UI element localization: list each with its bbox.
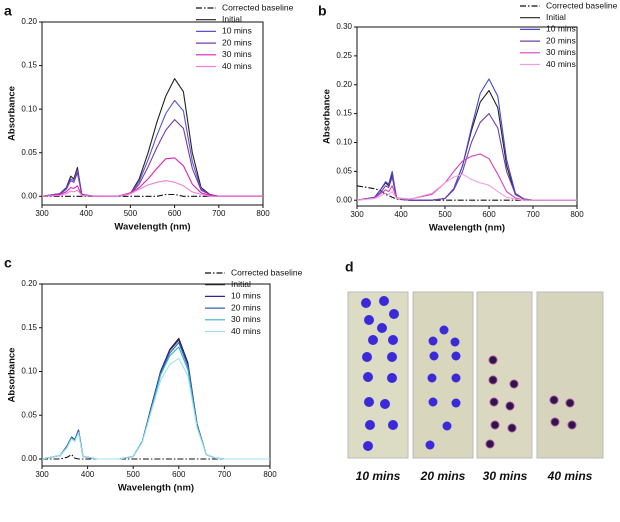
legend-label: 30 mins [231, 314, 261, 324]
y-axis-title: Absorbance [322, 89, 333, 144]
x-tick-label: 400 [81, 470, 95, 479]
y-tick-label: 0.10 [336, 138, 352, 147]
x-axis-title: Wavelength (nm) [118, 483, 194, 494]
legend-label: 10 mins [231, 291, 261, 301]
series-line [41, 99, 263, 197]
legend-label: 10 mins [222, 26, 252, 36]
photo-caption: 20 mins [420, 469, 466, 483]
legend-label: Initial [222, 14, 242, 24]
series-line [41, 119, 263, 197]
x-tick-label: 800 [570, 210, 584, 219]
series-line [42, 454, 270, 460]
series-line [356, 153, 577, 201]
panel: a 300 400 500 600 700 800 0.00 0.05 0.10 0.15 0.20 W… [4, 2, 294, 232]
y-tick-label: 0.10 [21, 104, 37, 113]
legend-label: 40 mins [231, 326, 261, 336]
panel-label: c [4, 255, 12, 271]
photo-caption: 30 mins [483, 469, 528, 483]
y-tick-label: 0.15 [21, 61, 37, 70]
panel-label: d [345, 259, 354, 275]
photo-strip [347, 291, 409, 459]
panel-label: b [318, 3, 327, 19]
x-axis-title: Wavelength (nm) [114, 222, 190, 233]
series-line [356, 113, 577, 201]
series-line [42, 193, 263, 197]
photo-strip [412, 291, 474, 459]
legend-label: 20 mins [222, 37, 252, 47]
y-tick-label: 0.20 [21, 17, 37, 26]
legend-label: Initial [231, 279, 251, 289]
x-tick-label: 600 [172, 470, 186, 479]
x-tick-label: 300 [35, 470, 49, 479]
y-tick-label: 0.15 [336, 109, 352, 118]
x-tick-label: 700 [218, 470, 232, 479]
x-axis-title: Wavelength (nm) [429, 223, 505, 234]
x-tick-label: 500 [127, 470, 141, 479]
panel-label: a [4, 3, 12, 19]
series-line [356, 173, 577, 201]
photo-strip [536, 291, 604, 459]
dots [361, 296, 461, 451]
y-tick-label: 0.05 [336, 166, 352, 175]
plot-frame [356, 26, 578, 207]
x-tick-label: 700 [212, 209, 226, 218]
y-tick-label: 0.00 [21, 454, 37, 463]
x-tick-label: 500 [124, 209, 138, 218]
legend-label: Corrected baseline [222, 2, 294, 12]
x-tick-label: 800 [263, 470, 277, 479]
legend-label: 30 mins [546, 47, 576, 57]
photo-strip [476, 291, 533, 459]
y-tick-label: 0.15 [21, 323, 37, 332]
plot-frame [41, 283, 271, 467]
x-tick-label: 800 [256, 209, 270, 218]
legend-label: Initial [546, 12, 566, 22]
legend-label: 40 mins [222, 61, 252, 71]
y-tick-label: 0.20 [336, 80, 352, 89]
series-line [41, 339, 270, 460]
plot-frame [41, 21, 264, 206]
dots [485, 355, 577, 449]
x-tick-label: 500 [438, 210, 452, 219]
series-line [41, 346, 270, 460]
photo-panel: d [345, 259, 604, 459]
series-line [41, 337, 270, 460]
photo-caption: 10 mins [356, 469, 401, 483]
y-tick-label: 0.00 [21, 191, 37, 200]
legend-label: 20 mins [231, 302, 261, 312]
legend-label: 10 mins [546, 24, 576, 34]
series-line [41, 357, 270, 460]
series-line [41, 180, 263, 197]
x-tick-label: 300 [35, 209, 49, 218]
y-axis-title: Absorbance [7, 86, 18, 141]
legend-label: 20 mins [546, 35, 576, 45]
y-tick-label: 0.25 [336, 51, 352, 60]
legend-label: Corrected baseline [231, 267, 303, 277]
y-tick-label: 0.20 [21, 279, 37, 288]
photo-caption: 40 mins [547, 469, 593, 483]
y-tick-label: 0.00 [336, 195, 352, 204]
legend-label: 30 mins [222, 49, 252, 59]
x-tick-label: 300 [350, 210, 364, 219]
x-tick-label: 600 [482, 210, 496, 219]
y-tick-label: 0.05 [21, 410, 37, 419]
series-line [41, 78, 263, 197]
x-tick-label: 600 [168, 209, 182, 218]
series-line [41, 157, 263, 197]
x-tick-label: 700 [526, 210, 540, 219]
panel: c 300 400 500 600 700 800 0.00 0.05 0.10 0.15 0.20 W… [4, 255, 303, 494]
x-tick-label: 400 [394, 210, 408, 219]
legend-label: Corrected baseline [546, 0, 618, 10]
legend-label: 40 mins [546, 59, 576, 69]
series-line [41, 342, 270, 460]
y-axis-title: Absorbance [7, 348, 18, 403]
x-tick-label: 400 [80, 209, 94, 218]
y-tick-label: 0.30 [336, 22, 352, 31]
y-tick-label: 0.05 [21, 148, 37, 157]
panel: b 300 400 500 600 700 800 0.00 0.05 0.10 0.15 0.20 0… [318, 0, 618, 233]
y-tick-label: 0.10 [21, 367, 37, 376]
